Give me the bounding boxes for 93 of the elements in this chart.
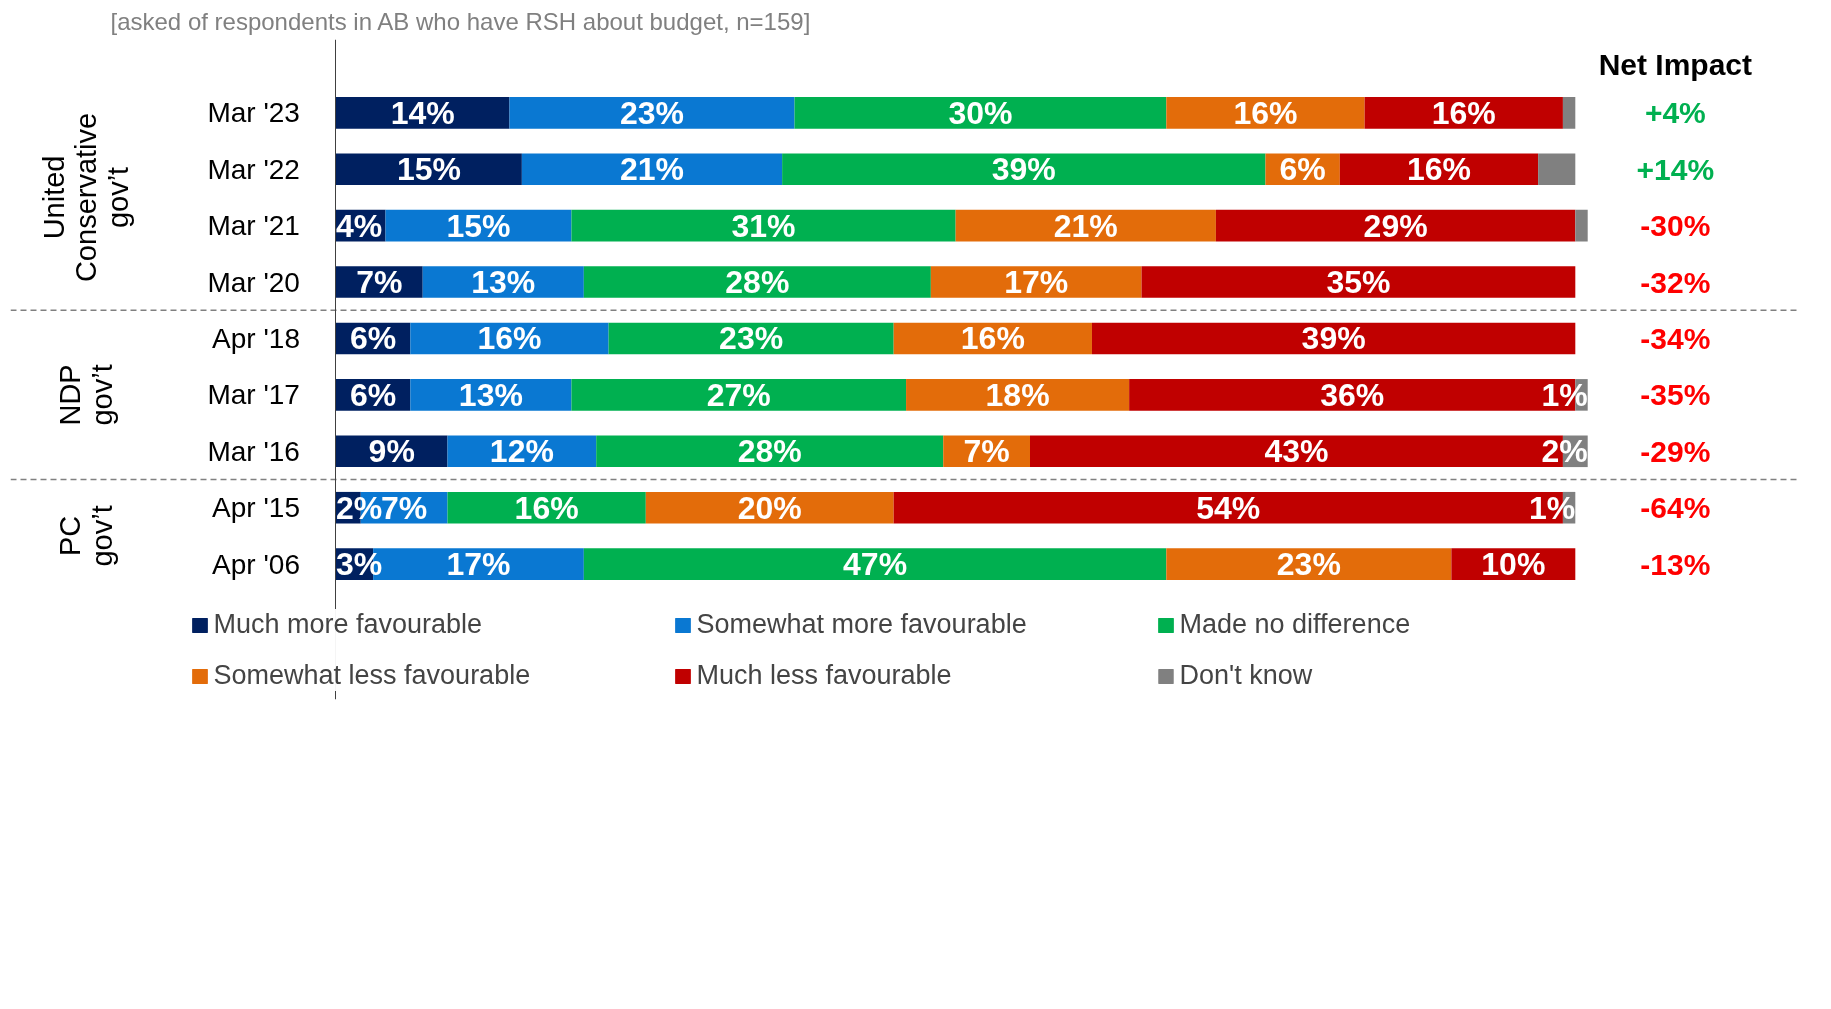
bar xyxy=(509,97,795,129)
text: PC gov’t xyxy=(53,505,118,567)
legend-label: Much more favourable xyxy=(213,609,484,640)
bar xyxy=(1575,209,1588,242)
data-label: 28% xyxy=(725,264,790,301)
y-tick-label: Mar '23 xyxy=(207,97,300,129)
text: United Conservative gov’t xyxy=(37,112,134,283)
y-tick-label: Mar '21 xyxy=(207,210,300,242)
data-label: 15% xyxy=(396,151,461,188)
data-label: 10% xyxy=(1481,546,1546,583)
data-label: 3% xyxy=(335,546,383,583)
text: -13% xyxy=(1640,547,1711,581)
y-tick-label: Apr '06 xyxy=(212,548,300,580)
data-label: 36% xyxy=(1320,376,1385,413)
data-label: 7% xyxy=(963,433,1010,470)
data-label: 39% xyxy=(1301,320,1366,357)
bar xyxy=(571,209,956,242)
bar xyxy=(1091,322,1576,355)
data-label: 16% xyxy=(477,320,542,357)
data-label: 16% xyxy=(1431,94,1496,131)
data-label: 6% xyxy=(350,320,397,357)
text: NDP gov’t xyxy=(53,364,118,426)
text: +14% xyxy=(1636,152,1715,186)
data-label: 14% xyxy=(390,94,455,131)
data-label: 30% xyxy=(948,94,1013,131)
bar xyxy=(1538,153,1576,186)
bar xyxy=(1141,266,1576,298)
bar xyxy=(1562,97,1576,129)
data-label: 23% xyxy=(719,320,784,357)
text: -30% xyxy=(1640,209,1711,243)
data-label: 20% xyxy=(737,489,802,526)
bar xyxy=(583,548,1167,580)
data-label: 2% xyxy=(335,489,383,526)
data-label: 6% xyxy=(350,376,397,413)
legend-label: Made no difference xyxy=(1179,609,1412,640)
bar xyxy=(930,266,1142,298)
data-label: 18% xyxy=(985,376,1050,413)
data-label: 47% xyxy=(843,546,908,583)
y-tick-label: Apr '15 xyxy=(212,492,300,524)
data-label: 4% xyxy=(335,207,383,244)
y-tick-label: Mar '22 xyxy=(207,153,300,185)
text: Net Impact xyxy=(1598,48,1753,82)
bar xyxy=(583,266,931,298)
data-label: 39% xyxy=(991,151,1056,188)
bar xyxy=(782,153,1266,186)
data-label: 6% xyxy=(1279,151,1326,188)
text: -32% xyxy=(1640,265,1711,299)
data-label: 43% xyxy=(1264,433,1329,470)
data-label: 13% xyxy=(458,376,523,413)
y-tick-label: Mar '16 xyxy=(207,435,300,467)
data-label: 16% xyxy=(960,320,1025,357)
legend-label: Somewhat less favourable xyxy=(213,660,532,691)
text: -34% xyxy=(1640,321,1711,355)
y-tick-label: Apr '18 xyxy=(212,322,300,354)
text: -64% xyxy=(1640,491,1711,525)
data-label: 15% xyxy=(446,207,511,244)
data-label: 31% xyxy=(731,207,796,244)
bar xyxy=(521,153,783,186)
bar xyxy=(1215,209,1576,242)
data-label: 12% xyxy=(489,433,554,470)
data-label: 16% xyxy=(1233,94,1298,131)
bar xyxy=(645,491,894,524)
data-label: 9% xyxy=(368,433,415,470)
text: -35% xyxy=(1640,378,1711,412)
data-label: 21% xyxy=(1053,207,1118,244)
data-label: 17% xyxy=(1004,264,1069,301)
data-label: 21% xyxy=(619,151,685,188)
legend-label: Somewhat more favourable xyxy=(696,609,1028,640)
data-label: 17% xyxy=(446,546,511,583)
legend-label: Don't know xyxy=(1179,660,1314,691)
bar xyxy=(794,97,1167,129)
data-label: 1% xyxy=(1529,489,1576,526)
text: +4% xyxy=(1644,96,1706,130)
data-label: 23% xyxy=(1276,546,1341,583)
bar xyxy=(1166,548,1452,580)
data-label: 28% xyxy=(737,433,802,470)
text: -29% xyxy=(1640,434,1711,468)
data-label: 54% xyxy=(1196,489,1261,526)
y-tick-label: Mar '20 xyxy=(207,266,300,298)
data-label: 23% xyxy=(619,94,685,131)
data-label: 27% xyxy=(706,376,771,413)
data-label: 7% xyxy=(356,264,403,301)
data-label: 13% xyxy=(471,264,536,301)
data-label: 29% xyxy=(1363,207,1428,244)
bar xyxy=(596,435,944,468)
y-tick-label: Mar '17 xyxy=(207,379,300,411)
chart-subtitle: [asked of respondents in AB who have RSH about budget, n=159] xyxy=(110,7,811,35)
data-label: 16% xyxy=(1406,151,1471,188)
bar xyxy=(906,379,1130,411)
legend-label: Much less favourable xyxy=(696,660,953,691)
bar xyxy=(571,379,907,411)
data-label: 16% xyxy=(514,489,579,526)
data-label: 35% xyxy=(1326,264,1391,301)
